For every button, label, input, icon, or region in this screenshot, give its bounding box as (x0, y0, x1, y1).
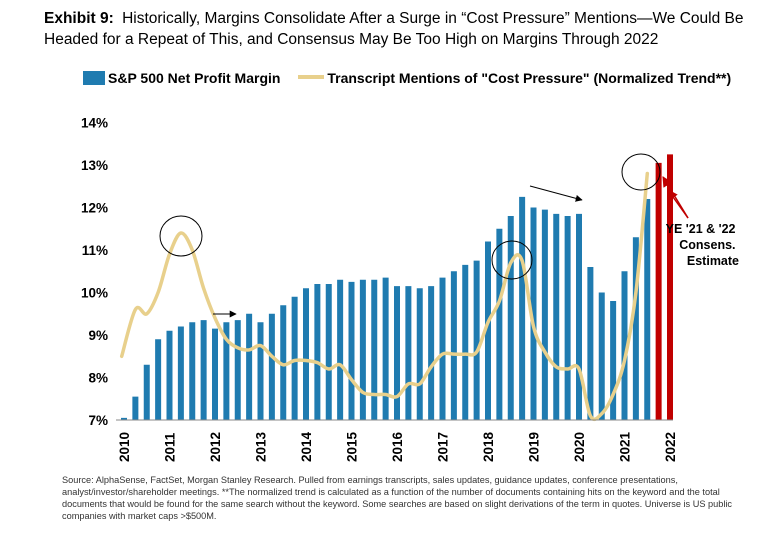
margin-bar (462, 264, 469, 420)
y-tick-label: 9% (88, 328, 108, 343)
margin-bar (428, 286, 435, 420)
y-axis-ticks: 7% 8% 9% 10% 11% 12% 13% 14% (81, 116, 108, 429)
legend-line-swatch (298, 75, 325, 79)
estimate-annotation-line2: Consens. (679, 238, 735, 252)
estimate-annotation-line1: YE '21 & '22 (666, 222, 736, 236)
margin-bar (598, 292, 605, 420)
x-tick-label: 2010 (117, 432, 132, 462)
x-axis-ticks: 2010 2011 2012 2013 2014 2015 2016 2017 2018 2019… (117, 431, 678, 462)
estimate-bar (667, 154, 673, 420)
margin-bar (337, 279, 344, 420)
estimate-arrow-lower (667, 189, 689, 219)
margin-bar (280, 305, 287, 420)
margin-bar (405, 286, 412, 420)
y-tick-label: 7% (88, 413, 108, 428)
x-tick-label: 2015 (345, 431, 360, 462)
legend: S&P 500 Net Profit Margin Transcript Men… (83, 70, 731, 86)
margin-bar (177, 326, 184, 420)
highlight-circle-2011 (159, 215, 203, 257)
x-tick-label: 2018 (481, 431, 496, 462)
margin-bar (189, 322, 196, 420)
margin-bar (223, 322, 230, 420)
estimate-bar (655, 162, 662, 420)
margin-bar (257, 322, 264, 420)
margin-bar (587, 267, 594, 420)
y-tick-label: 14% (81, 116, 108, 131)
margin-bar (268, 313, 275, 420)
margin-bar (371, 279, 378, 420)
x-tick-label: 2021 (618, 431, 633, 462)
estimate-bars (655, 154, 673, 420)
margin-bars (121, 196, 651, 420)
exhibit-label: Exhibit 9: (44, 10, 114, 27)
x-tick-label: 2013 (254, 431, 269, 462)
margin-bar (246, 313, 253, 420)
margin-bar (519, 196, 526, 420)
margin-bar (439, 277, 446, 420)
x-tick-label: 2011 (163, 432, 178, 462)
margin-bar (212, 328, 218, 420)
margin-bar (325, 284, 332, 420)
x-tick-label: 2012 (208, 432, 223, 462)
x-tick-label: 2019 (527, 432, 542, 462)
margin-bar (314, 284, 321, 420)
margin-bar (564, 216, 571, 420)
estimate-annotation-line3: Estimate (687, 254, 739, 268)
margin-bar (576, 213, 582, 420)
margin-bar (507, 216, 514, 420)
margin-bar (359, 279, 366, 420)
x-tick-label: 2014 (299, 431, 314, 462)
y-tick-label: 12% (81, 201, 108, 216)
margin-bar (303, 288, 309, 420)
margin-bar (553, 213, 560, 420)
cost-pressure-line (119, 171, 650, 422)
margin-bar (610, 301, 617, 420)
y-tick-label: 11% (82, 243, 108, 258)
x-tick-label: 2022 (663, 432, 678, 462)
margin-bar (155, 339, 162, 420)
y-tick-label: 10% (81, 286, 108, 301)
margin-bar (496, 228, 503, 420)
margin-bar (621, 271, 628, 420)
legend-line-label: Transcript Mentions of "Cost Pressure" (… (327, 70, 732, 86)
margin-bar (541, 209, 548, 420)
legend-bar-swatch (83, 71, 105, 85)
margin-bar (348, 281, 355, 420)
chart-title: Exhibit 9: Historically, Margins Consoli… (44, 8, 744, 50)
margin-bar (132, 396, 139, 420)
margin-bar (450, 271, 457, 420)
margin-bar (530, 207, 537, 420)
margin-bar (632, 237, 639, 420)
margin-bar (143, 364, 150, 420)
y-tick-label: 13% (81, 158, 108, 173)
x-tick-label: 2017 (436, 432, 451, 462)
margin-bar (394, 286, 400, 420)
trend-arrow-2018 (529, 185, 583, 202)
margin-bar (485, 241, 491, 420)
margin-bar (644, 199, 651, 420)
source-note: Source: AlphaSense, FactSet, Morgan Stan… (62, 475, 733, 521)
margin-bar (291, 296, 298, 420)
margin-bar (234, 320, 241, 420)
chart-plot: 7%8%9%10%11%12%13%14% 2010 2011 2012 2013 20… (81, 116, 739, 463)
estimate-annotation: YE '21 & '22 Consens. Estimate (666, 222, 739, 268)
margin-bar (121, 417, 127, 420)
highlight-circle-2018 (491, 240, 533, 280)
exhibit-title: Historically, Margins Consolidate After … (44, 10, 744, 48)
x-tick-label: 2020 (572, 432, 587, 462)
margin-bar (166, 330, 173, 420)
margin-bar (200, 320, 207, 420)
margin-bar (473, 260, 480, 420)
y-tick-label: 8% (88, 371, 108, 386)
margin-bar (416, 288, 423, 420)
x-tick-label: 2016 (390, 431, 405, 462)
highlight-circle-2021 (621, 153, 661, 191)
margin-bar (382, 277, 389, 420)
legend-bar-label: S&P 500 Net Profit Margin (108, 70, 281, 86)
